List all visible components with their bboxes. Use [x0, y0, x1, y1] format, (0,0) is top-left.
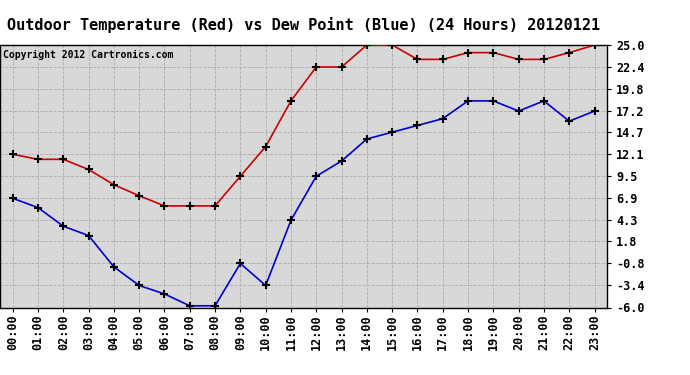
Text: Outdoor Temperature (Red) vs Dew Point (Blue) (24 Hours) 20120121: Outdoor Temperature (Red) vs Dew Point (… — [7, 17, 600, 33]
Text: Copyright 2012 Cartronics.com: Copyright 2012 Cartronics.com — [3, 50, 173, 60]
